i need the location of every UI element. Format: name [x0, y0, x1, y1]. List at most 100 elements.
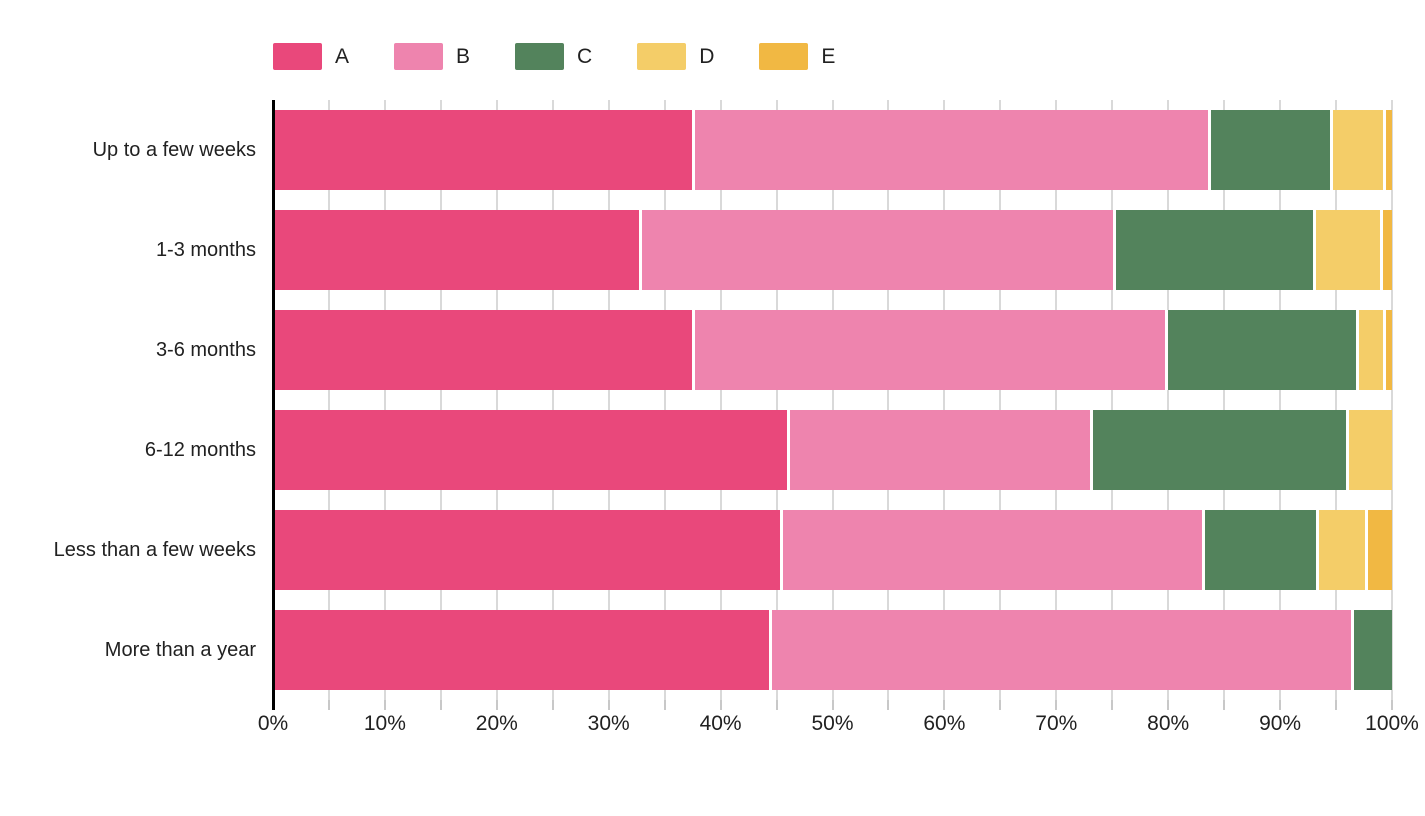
- bar-segment-A: [273, 510, 780, 590]
- axis-tick: [831, 700, 834, 710]
- bar-segment-E: [1379, 210, 1392, 290]
- axis-tick: [607, 700, 610, 710]
- bar-row: [273, 400, 1392, 500]
- x-tick-label: 10%: [363, 712, 406, 735]
- bar-segment-C: [1350, 610, 1392, 690]
- stacked-bar-chart: A B C D E Up to a few weeks 1-3 months 3-6 mon…: [0, 42, 1425, 744]
- x-tick-label: 40%: [699, 712, 742, 735]
- x-tick-label: 50%: [811, 712, 854, 735]
- legend-label-A: A: [335, 44, 350, 68]
- gridline: [663, 100, 666, 700]
- axis-tick: [439, 700, 442, 710]
- gridline: [999, 100, 1002, 700]
- bar-segment-D: [1356, 310, 1384, 390]
- gridline: [1223, 100, 1226, 700]
- gridline: [1111, 100, 1114, 700]
- legend-item-A: A: [273, 42, 350, 70]
- x-tick-label: 80%: [1147, 712, 1190, 735]
- x-tick-label: 60%: [923, 712, 966, 735]
- category-label: 1-3 months: [155, 238, 256, 261]
- gridline: [943, 100, 946, 700]
- axis-tick: [1055, 700, 1058, 710]
- x-tick-label: 70%: [1035, 712, 1078, 735]
- axis-tick: [887, 700, 890, 710]
- gridline: [327, 100, 330, 700]
- category-axis-labels: Up to a few weeks 1-3 months 3-6 months 6-1…: [0, 100, 273, 700]
- legend-item-D: D: [637, 42, 715, 70]
- legend-item-B: B: [394, 42, 471, 70]
- bar-segment-C: [1089, 410, 1347, 490]
- chart-legend: A B C D E: [273, 42, 1425, 70]
- legend-swatch-D: [637, 42, 687, 70]
- bar-track: [273, 310, 1392, 390]
- axis-tick: [327, 700, 330, 710]
- bar-track: [273, 110, 1392, 190]
- bar-segment-A: [273, 210, 639, 290]
- gridline: [719, 100, 722, 700]
- axis-tick: [999, 700, 1002, 710]
- bar-segment-B: [786, 410, 1090, 490]
- category-label: 3-6 months: [155, 338, 256, 361]
- gridline: [439, 100, 442, 700]
- plot-area: [272, 100, 1393, 710]
- bar-track: [273, 610, 1392, 690]
- axis-tick: [1391, 700, 1393, 710]
- bar-segment-A: [273, 610, 769, 690]
- legend-swatch-A: [273, 42, 322, 70]
- bar-segment-D: [1315, 510, 1366, 590]
- legend-label-D: D: [699, 44, 715, 68]
- x-tick-label: 20%: [475, 712, 518, 735]
- bar-segment-C: [1201, 510, 1316, 590]
- bar-row: [273, 200, 1392, 300]
- bar-segment-B: [691, 310, 1165, 390]
- legend-item-C: C: [515, 42, 592, 70]
- bar-segment-C: [1208, 110, 1331, 190]
- bar-segment-C: [1113, 210, 1313, 290]
- bar-rows: [273, 100, 1392, 700]
- axis-tick: [1279, 700, 1282, 710]
- axis-tick: [775, 700, 778, 710]
- x-axis-tick-labels: 0% 10% 20% 30% 40% 50% 60% 70% 80% 90% 100%: [258, 712, 1419, 744]
- gridline: [495, 100, 498, 700]
- legend-swatch-E: [759, 42, 809, 70]
- legend-label-B: B: [456, 44, 471, 68]
- gridline: [1335, 100, 1338, 700]
- axis-tick: [943, 700, 946, 710]
- gridline: [775, 100, 778, 700]
- bar-row: [273, 500, 1392, 600]
- bar-segment-A: [273, 110, 692, 190]
- axis-tick: [1111, 700, 1114, 710]
- x-axis-ticks: [272, 700, 1393, 710]
- axis-tick: [1223, 700, 1226, 710]
- x-tick-label: 30%: [587, 712, 630, 735]
- category-label: Up to a few weeks: [92, 138, 256, 161]
- legend-swatch-C: [515, 42, 565, 70]
- x-tick-label: 100%: [1365, 712, 1419, 735]
- category-label: More than a year: [104, 638, 256, 661]
- bar-segment-E: [1383, 310, 1392, 390]
- bar-segment-C: [1164, 310, 1357, 390]
- gridline: [1279, 100, 1282, 700]
- bar-segment-E: [1383, 110, 1392, 190]
- gridline: [607, 100, 610, 700]
- gridline: [383, 100, 386, 700]
- bar-segment-D: [1346, 410, 1392, 490]
- legend-swatch-B: [394, 42, 444, 70]
- bar-row: [273, 600, 1392, 700]
- x-tick-label: 0%: [257, 712, 289, 735]
- gridline: [831, 100, 834, 700]
- legend-label-E: E: [821, 44, 836, 68]
- y-axis-line: [272, 100, 275, 710]
- axis-tick: [495, 700, 498, 710]
- category-label: Less than a few weeks: [53, 538, 256, 561]
- bar-track: [273, 510, 1392, 590]
- legend-item-E: E: [759, 42, 836, 70]
- bar-segment-E: [1365, 510, 1392, 590]
- bar-segment-A: [273, 310, 692, 390]
- axis-tick: [663, 700, 666, 710]
- bar-row: [273, 300, 1392, 400]
- chart-body: Up to a few weeks 1-3 months 3-6 months 6-1…: [0, 100, 1425, 710]
- gridline: [887, 100, 890, 700]
- bar-track: [273, 210, 1392, 290]
- bar-segment-A: [273, 410, 787, 490]
